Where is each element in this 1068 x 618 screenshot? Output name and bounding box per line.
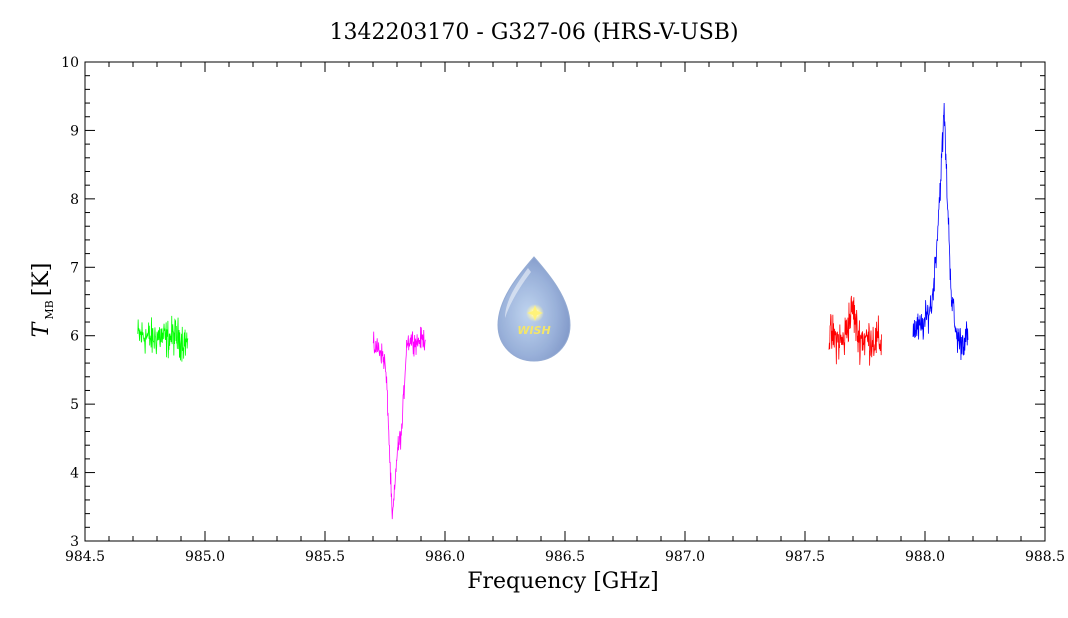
axis-ticks	[84, 61, 1046, 542]
y-axis-label-unit: [K]	[29, 263, 54, 297]
wish-logo: WISH	[497, 256, 571, 362]
series-line-2	[828, 295, 882, 366]
y-tick-label: 10	[61, 55, 79, 71]
y-tick-label: 8	[70, 192, 79, 208]
y-tick-label: 3	[70, 534, 79, 550]
logo-text: WISH	[517, 324, 550, 337]
y-tick-label: 6	[70, 329, 79, 345]
x-tick-label: 987.5	[785, 549, 825, 565]
y-tick-label: 7	[70, 260, 79, 276]
x-tick-label: 986.5	[545, 549, 585, 565]
series-line-1	[372, 326, 426, 520]
y-tick-label: 5	[70, 397, 79, 413]
x-tick-labels: 984.5 985.0 985.5 986.0 986.5 987.0 987.5 988.0…	[65, 549, 1065, 565]
series-group	[137, 103, 969, 520]
y-axis-label-subscript: MB	[43, 300, 56, 319]
series-line-3	[912, 103, 969, 360]
y-axis-label: TMB [K]	[29, 263, 56, 338]
x-tick-label: 985.5	[305, 549, 345, 565]
x-axis-label: Frequency [GHz]	[467, 569, 659, 594]
x-tick-label: 988.5	[1025, 549, 1065, 565]
y-tick-label: 9	[70, 123, 79, 139]
x-tick-label: 987.0	[665, 549, 705, 565]
svg-text:TMB[K]: TMB [K]	[29, 263, 56, 338]
drop-highlight	[505, 268, 531, 318]
y-tick-labels: 3 4 5 6 7 8 9 10	[61, 55, 79, 550]
series-line-0	[137, 315, 189, 362]
x-tick-label: 986.0	[425, 549, 465, 565]
x-tick-label: 984.5	[65, 549, 105, 565]
star-icon	[527, 305, 543, 321]
x-tick-label: 985.0	[185, 549, 225, 565]
x-tick-label: 988.0	[905, 549, 945, 565]
chart-title: 1342203170 - G327-06 (HRS-V-USB)	[329, 20, 738, 45]
y-axis-label-main: T	[29, 320, 54, 337]
y-tick-label: 4	[70, 466, 79, 482]
